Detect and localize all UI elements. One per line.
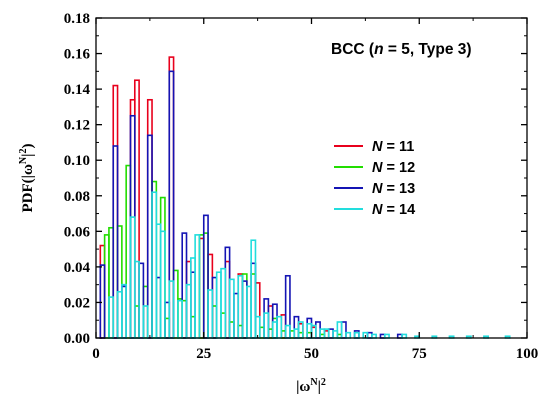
y-tick-label: 0.02 bbox=[64, 295, 90, 311]
legend-label: N = 12 bbox=[372, 160, 415, 176]
histogram-bar bbox=[336, 321, 343, 339]
histogram-bar bbox=[121, 283, 127, 339]
legend-item: N = 12 bbox=[334, 160, 415, 176]
histogram-bar bbox=[177, 299, 183, 339]
legend-label: N = 11 bbox=[372, 139, 414, 155]
legend-item: N = 14 bbox=[334, 202, 415, 218]
y-tick-label: 0.06 bbox=[64, 224, 91, 240]
y-tick-label: 0.16 bbox=[64, 47, 91, 63]
histogram-bar bbox=[142, 305, 149, 339]
x-tick-label: 100 bbox=[516, 346, 539, 362]
legend-item: N = 13 bbox=[334, 181, 415, 197]
ticks-layer: 0 25 50 75 100 0.00 0.02 0.04 0.06 0.08 0.10 0.12 0.… bbox=[64, 11, 539, 362]
histogram-bar bbox=[207, 289, 214, 339]
y-tick-label: 0.18 bbox=[64, 11, 90, 27]
histogram-bar bbox=[99, 264, 106, 339]
series-3-bars bbox=[108, 191, 511, 339]
legend: N = 11 N = 12 N = 13 N = 14 bbox=[334, 139, 415, 218]
histogram-bar bbox=[284, 324, 291, 339]
histogram-bar bbox=[228, 278, 235, 339]
histogram-bar bbox=[220, 267, 227, 339]
histogram-bar bbox=[168, 280, 175, 339]
histogram-bar bbox=[159, 230, 166, 339]
histogram-bar bbox=[276, 315, 283, 339]
histogram-bar bbox=[345, 331, 352, 339]
chart-annotation: BCC (n = 5, Type 3) bbox=[331, 41, 472, 58]
y-axis-label: PDF(|ωN|2) bbox=[18, 144, 36, 213]
histogram-bar bbox=[194, 234, 201, 339]
histogram-bar bbox=[133, 260, 140, 339]
y-tick-label: 0.10 bbox=[64, 153, 90, 169]
x-axis-label: |ωN|2 bbox=[296, 377, 326, 395]
legend-label: N = 14 bbox=[372, 202, 415, 218]
x-tick-label: 25 bbox=[196, 346, 211, 362]
histogram-bar bbox=[237, 274, 244, 339]
histogram-bar bbox=[263, 312, 270, 339]
x-tick-label: 0 bbox=[92, 346, 100, 362]
y-tick-label: 0.12 bbox=[64, 118, 90, 134]
histogram-bar bbox=[108, 296, 115, 339]
histogram-bar bbox=[353, 331, 360, 339]
x-tick-label: 75 bbox=[412, 346, 427, 362]
legend-label: N = 13 bbox=[372, 181, 415, 197]
y-tick-label: 0.04 bbox=[64, 260, 91, 276]
x-tick-label: 50 bbox=[304, 346, 319, 362]
legend-item: N = 11 bbox=[334, 139, 414, 155]
y-tick-label: 0.08 bbox=[64, 189, 90, 205]
y-tick-label: 0.00 bbox=[64, 331, 90, 347]
series-1-bars bbox=[103, 164, 343, 339]
y-tick-label: 0.14 bbox=[64, 82, 91, 98]
bars-layer bbox=[99, 56, 511, 339]
histogram-bar bbox=[254, 315, 261, 339]
